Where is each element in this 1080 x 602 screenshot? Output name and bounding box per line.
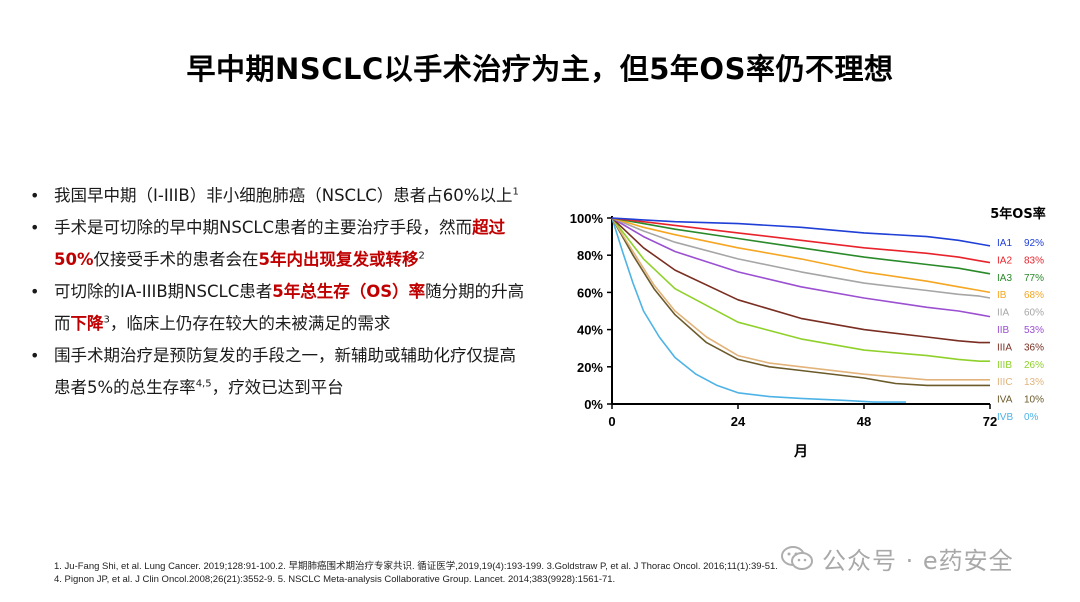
watermark-text: 公众号 · e药安全 [822,546,1014,575]
y-tick-label: 80% [577,248,603,263]
legend-label: IIB [997,325,1010,336]
legend-title: 5年OS率 [990,206,1045,222]
survival-chart: 0% 20% 40% 60% 80% 100% 0 24 48 72 月 5年OS率 IA1 92% IA2… [556,196,1066,466]
legend-os-value: 83% [1024,255,1044,266]
reference-line-1: 1. Ju-Fang Shi, et al. Lung Cancer. 2019… [54,561,778,572]
bullet-item: • 手术是可切除的早中期NSCLC患者的主要治疗手段，然而超过50%仅接受手术的患… [28,212,528,276]
y-tick-label: 60% [577,285,603,300]
legend-label: IIA [997,308,1010,319]
x-tick-label: 48 [857,414,871,429]
legend-os-value: 92% [1024,238,1044,249]
series-line-iva [611,217,990,387]
legend-label: IA3 [997,273,1012,284]
legend-os-value: 60% [1024,308,1044,319]
bullet-text: 围手术期治疗是预防复发的手段之一，新辅助或辅助化疗仅提高患者5%的总生存率 [54,346,516,397]
legend-os-value: 68% [1024,290,1044,301]
bullet-text: ，临床上仍存在较大的未被满足的需求 [109,314,391,333]
bullet-text: 我国早中期（I-IIIB）非小细胞肺癌（NSCLC）患者占60%以上 [54,186,513,205]
series-line-ia2 [611,217,991,264]
series-line-iia [611,217,991,299]
legend-os-value: 10% [1024,395,1044,406]
legend-label: IVA [997,395,1013,406]
series-line-iiic [611,217,990,381]
footnote-ref: 3 [103,314,110,326]
legend-label: IIIC [997,377,1013,388]
y-tick-label: 40% [577,323,603,338]
series-line-ib [611,217,991,294]
references: 1. Ju-Fang Shi, et al. Lung Cancer. 2019… [54,560,954,586]
x-axis-label: 月 [793,444,808,460]
bullet-dot: • [30,282,40,301]
legend-label: IB [997,290,1007,301]
legend-label: IIIB [997,360,1012,371]
highlight-text: 5年总生存（OS）率 [272,282,426,301]
bullet-item: • 可切除的IA-IIIB期NSCLC患者5年总生存（OS）率随分期的升高而下降3… [28,276,528,340]
y-tick-label: 20% [577,360,603,375]
x-tick-label: 0 [608,414,615,429]
bullet-text: ，疗效已达到平台 [211,378,344,397]
footnote-ref: 4,5 [195,378,212,390]
series-line-ivb [611,217,906,403]
bullet-dot: • [30,346,40,365]
legend-os-value: 0% [1024,412,1039,423]
bullet-dot: • [30,186,40,205]
bullet-text: 手术是可切除的早中期NSCLC患者的主要治疗手段，然而 [54,218,473,237]
series-line-ia3 [611,217,991,275]
footnote-ref: 1 [512,186,519,198]
series-line-iiia [611,217,990,344]
bullet-item: • 我国早中期（I-IIIB）非小细胞肺癌（NSCLC）患者占60%以上1 [28,180,528,212]
legend-label: IA1 [997,238,1012,249]
legend-os-value: 26% [1024,360,1044,371]
footnote-ref: 2 [418,250,425,262]
legend-label: IIIA [997,342,1012,353]
bullet-text: 可切除的IA-IIIB期NSCLC患者 [54,282,273,301]
legend-os-value: 53% [1024,325,1044,336]
bullet-list: • 我国早中期（I-IIIB）非小细胞肺癌（NSCLC）患者占60%以上1 • 手术是… [28,180,528,404]
wechat-icon [781,546,813,570]
highlight-text: 5年内出现复发或转移 [258,250,419,269]
legend-os-value: 13% [1024,377,1044,388]
legend-label: IA2 [997,255,1012,266]
series-line-ia1 [611,217,991,247]
bullet-text: 随分期的升高而 [54,282,525,333]
legend-os-value: 36% [1024,342,1044,353]
reference-line-2: 4. Pignon JP, et al. J Clin Oncol.2008;2… [54,574,616,585]
bullet-item: • 围手术期治疗是预防复发的手段之一，新辅助或辅助化疗仅提高患者5%的总生存率4,… [28,340,528,404]
y-tick-label: 100% [570,211,604,226]
chart-svg: 0% 20% 40% 60% 80% 100% 0 24 48 72 月 5年OS率 IA1 92% IA2… [570,206,1046,460]
highlight-text: 超过50% [54,218,506,269]
bullet-text: 仅接受手术的患者会在 [93,250,259,269]
legend-label: IVB [997,412,1013,423]
watermark: 公众号 · e药安全 [780,540,1060,576]
page-title: 早中期NSCLC以手术治疗为主，但5年OS率仍不理想 [186,52,894,86]
series-line-iiib [611,217,990,362]
bullet-dot: • [30,218,40,237]
legend-os-value: 77% [1024,273,1044,284]
series-line-iib [611,217,991,318]
highlight-text: 下降 [70,314,104,333]
x-tick-label: 24 [731,414,746,429]
y-tick-label: 0% [584,397,603,412]
x-tick-label: 72 [983,414,997,429]
